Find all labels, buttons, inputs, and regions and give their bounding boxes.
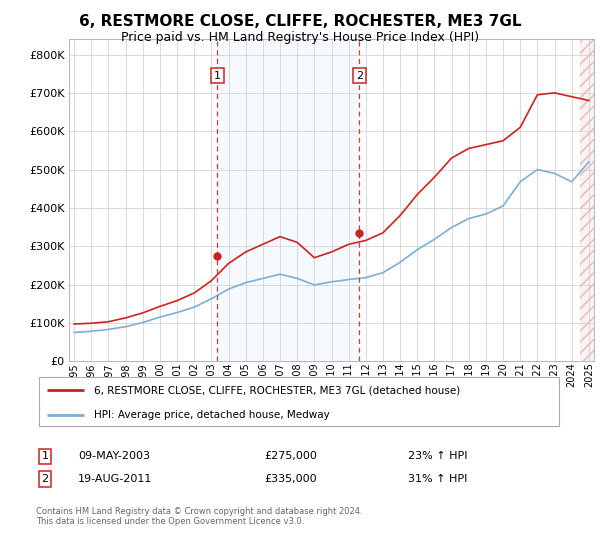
Text: 2: 2	[356, 71, 363, 81]
Text: 2: 2	[41, 474, 49, 484]
Text: 6, RESTMORE CLOSE, CLIFFE, ROCHESTER, ME3 7GL (detached house): 6, RESTMORE CLOSE, CLIFFE, ROCHESTER, ME…	[94, 385, 460, 395]
Text: 1: 1	[41, 451, 49, 461]
Text: 19-AUG-2011: 19-AUG-2011	[78, 474, 152, 484]
Bar	[580, 39, 594, 361]
Text: 6, RESTMORE CLOSE, CLIFFE, ROCHESTER, ME3 7GL: 6, RESTMORE CLOSE, CLIFFE, ROCHESTER, ME…	[79, 14, 521, 29]
Bar	[217, 39, 359, 361]
Text: 31% ↑ HPI: 31% ↑ HPI	[408, 474, 467, 484]
FancyBboxPatch shape	[38, 377, 559, 426]
Text: 09-MAY-2003: 09-MAY-2003	[78, 451, 150, 461]
Text: HPI: Average price, detached house, Medway: HPI: Average price, detached house, Medw…	[94, 409, 330, 419]
Bar	[580, 39, 594, 361]
Text: Price paid vs. HM Land Registry's House Price Index (HPI): Price paid vs. HM Land Registry's House …	[121, 31, 479, 44]
Text: 23% ↑ HPI: 23% ↑ HPI	[408, 451, 467, 461]
Text: £335,000: £335,000	[264, 474, 317, 484]
Text: Contains HM Land Registry data © Crown copyright and database right 2024.
This d: Contains HM Land Registry data © Crown c…	[36, 507, 362, 526]
Text: 1: 1	[214, 71, 221, 81]
Text: £275,000: £275,000	[264, 451, 317, 461]
